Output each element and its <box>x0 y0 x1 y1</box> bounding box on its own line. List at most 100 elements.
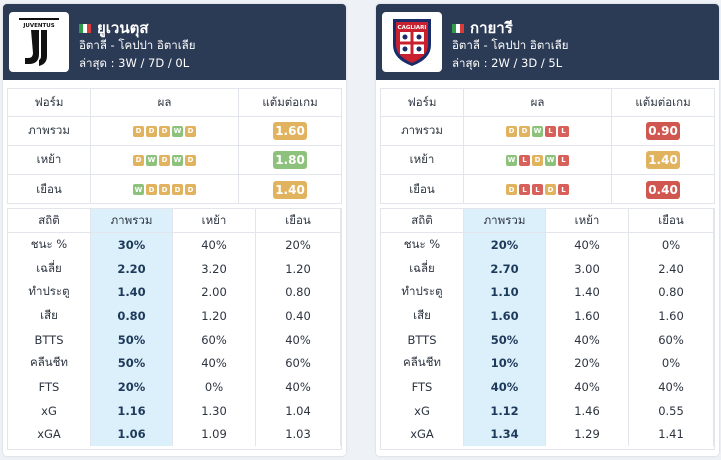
result-badge[interactable]: D <box>519 125 530 137</box>
stat-overall: 1.10 <box>464 280 546 305</box>
stat-home: 1.46 <box>546 398 629 423</box>
stat-away: 1.04 <box>256 398 341 423</box>
ppg-cell: 1.60 <box>239 117 341 145</box>
form-row-label: เหย้า <box>381 146 464 174</box>
result-badge[interactable]: D <box>545 184 556 195</box>
result-badge[interactable]: D <box>506 184 517 195</box>
stat-label: ทำประตู <box>8 280 91 305</box>
result-badge[interactable]: D <box>185 125 196 137</box>
stat-away: 60% <box>629 327 714 352</box>
team-league: อิตาลี - โคปปา อิตาเลีย <box>452 38 569 52</box>
stat-overall: 20% <box>464 233 546 257</box>
form-row: เหย้า D W D W D 1.80 <box>8 146 341 175</box>
result-badge[interactable]: D <box>506 125 517 137</box>
stats-header-cell: สถิติ <box>8 209 91 232</box>
team-card-cagliari: CAGLIARI กายารี อิตาลี - โคปปา อิตาเลีย ล่า… <box>376 4 719 456</box>
stat-away: 60% <box>256 351 341 376</box>
stat-home: 3.20 <box>173 256 256 281</box>
stat-label: ชนะ % <box>8 233 91 257</box>
team-recent-record: ล่าสุด : 3W / 7D / 0L <box>79 56 190 70</box>
result-badge[interactable]: D <box>185 154 196 166</box>
stats-row: xGA 1.34 1.29 1.41 <box>381 422 714 447</box>
stat-label: เสีย <box>381 304 464 328</box>
stat-away: 0% <box>629 351 714 376</box>
result-badge[interactable]: W <box>532 125 543 137</box>
stat-label: เฉลี่ย <box>8 256 91 281</box>
stat-away: 1.20 <box>256 256 341 281</box>
stat-home: 2.00 <box>173 280 256 305</box>
team-league: อิตาลี - โคปปา อิตาเลีย <box>79 38 196 52</box>
stat-label: คลีนชีท <box>381 351 464 376</box>
result-badge[interactable]: L <box>519 184 530 195</box>
stat-label: คลีนชีท <box>8 351 91 376</box>
team-logo[interactable]: JUVENTUS <box>9 12 69 72</box>
form-header-cell: ฟอร์ม <box>381 89 464 116</box>
form-table: ฟอร์ม ผล แต้มต่อเกม ภาพรวม D D W L L 0.90 เหย้า W L D… <box>380 88 715 204</box>
team-logo[interactable]: CAGLIARI <box>382 12 442 72</box>
stat-label: ทำประตู <box>381 280 464 305</box>
result-badge[interactable]: D <box>532 154 543 166</box>
stat-overall: 1.40 <box>91 280 173 305</box>
ppg-cell: 0.40 <box>612 175 714 204</box>
stat-overall: 40% <box>464 375 546 399</box>
logo-lettering: CAGLIARI <box>398 25 427 31</box>
result-badge[interactable]: L <box>558 154 569 166</box>
team-name[interactable]: กายารี <box>470 19 513 37</box>
form-row: เยือน D L L D L 0.40 <box>381 175 714 204</box>
team-name[interactable]: ยูเวนตุส <box>97 19 149 37</box>
stats-row: คลีนชีท 50% 40% 60% <box>8 351 341 376</box>
form-row: ภาพรวม D D D W D 1.60 <box>8 117 341 146</box>
stat-label: เสีย <box>8 304 91 328</box>
result-badge[interactable]: W <box>172 154 183 166</box>
stat-away: 40% <box>256 375 341 399</box>
stat-overall: 2.20 <box>91 256 173 281</box>
result-badge[interactable]: D <box>172 184 183 195</box>
stat-label: ชนะ % <box>381 233 464 257</box>
juventus-logo-icon: JUVENTUS <box>19 18 59 66</box>
stat-overall: 1.06 <box>91 422 173 447</box>
result-badge[interactable]: D <box>185 184 196 195</box>
stat-home: 1.29 <box>546 422 629 447</box>
ppg-badge: 1.60 <box>273 122 307 140</box>
result-badge[interactable]: D <box>159 184 170 195</box>
stat-away: 2.40 <box>629 256 714 281</box>
result-badge[interactable]: W <box>172 125 183 137</box>
result-badge[interactable]: W <box>133 184 144 195</box>
stat-home: 20% <box>546 351 629 376</box>
stat-label: FTS <box>8 375 91 399</box>
result-badge[interactable]: D <box>159 125 170 137</box>
stat-away: 20% <box>256 233 341 257</box>
result-badge[interactable]: D <box>133 125 144 137</box>
result-badge[interactable]: D <box>159 154 170 166</box>
result-badge[interactable]: W <box>146 154 157 166</box>
stat-overall: 50% <box>91 327 173 352</box>
result-badge[interactable]: L <box>519 154 530 166</box>
stats-header-row: สถิติ ภาพรวม เหย้า เยือน <box>8 209 341 233</box>
stat-home: 40% <box>546 327 629 352</box>
stat-overall: 1.34 <box>464 422 546 447</box>
stat-home: 40% <box>173 233 256 257</box>
result-badge[interactable]: D <box>146 184 157 195</box>
result-badge[interactable]: D <box>146 125 157 137</box>
result-badge[interactable]: W <box>506 154 517 166</box>
stats-row: เสีย 0.80 1.20 0.40 <box>8 304 341 328</box>
result-badge[interactable]: D <box>133 154 144 166</box>
stats-header-cell: ภาพรวม <box>464 209 546 232</box>
result-badge[interactable]: L <box>532 184 543 195</box>
result-badge[interactable]: L <box>558 125 569 137</box>
result-badge[interactable]: L <box>545 125 556 137</box>
form-header-cell: ผล <box>91 89 239 116</box>
stat-home: 1.60 <box>546 304 629 328</box>
form-header-cell: ฟอร์ม <box>8 89 91 116</box>
stat-away: 0% <box>629 233 714 257</box>
result-badge[interactable]: L <box>558 184 569 195</box>
team-header: JUVENTUS ยูเวนตุส อิตาลี - โคปปา อิตาเลียล… <box>3 4 346 80</box>
stats-row: เสีย 1.60 1.60 1.60 <box>381 304 714 328</box>
form-header-row: ฟอร์ม ผล แต้มต่อเกม <box>8 89 341 117</box>
result-badge[interactable]: W <box>545 154 556 166</box>
stat-overall: 2.70 <box>464 256 546 281</box>
stat-away: 1.03 <box>256 422 341 447</box>
